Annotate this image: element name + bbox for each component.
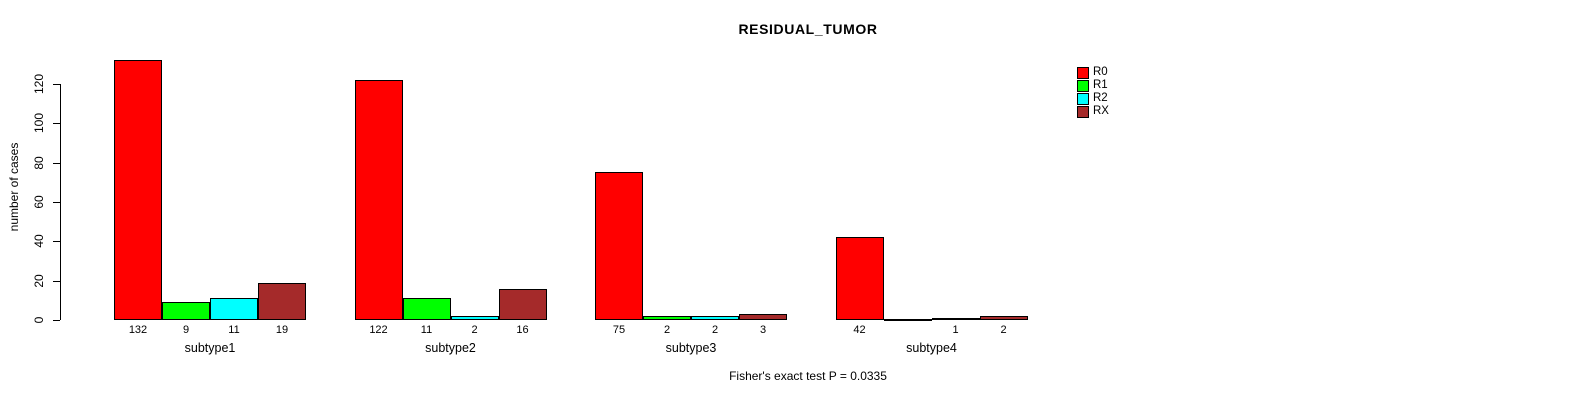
y-tick-mark	[53, 162, 60, 164]
y-tick-mark	[53, 320, 60, 321]
y-axis-line	[60, 84, 61, 320]
legend-swatch-R1	[1077, 79, 1089, 92]
bar-R0-subtype3	[595, 172, 643, 320]
legend-label-R2: R2	[1093, 92, 1108, 104]
legend-item-R0: R0	[1077, 66, 1108, 79]
legend-label-RX: RX	[1093, 105, 1109, 117]
y-tick-mark	[53, 280, 60, 282]
bar-value-label: 132	[128, 324, 148, 336]
bar-value-label: 122	[369, 324, 388, 336]
bar-value-label: 2	[1000, 324, 1007, 336]
bar-value-label: 3	[759, 324, 767, 336]
bar-value-label: 2	[663, 324, 671, 336]
y-tick-mark	[53, 84, 60, 85]
y-tick-mark	[53, 123, 60, 125]
legend-item-R1: R1	[1077, 79, 1108, 92]
legend-item-RX: RX	[1077, 105, 1109, 118]
bar-value-label: 75	[612, 324, 626, 336]
bar-RX-subtype2	[498, 289, 547, 320]
bar-R2-subtype2	[450, 316, 499, 320]
bar-R1-subtype2	[402, 298, 451, 320]
x-category-label-subtype3: subtype3	[665, 341, 717, 355]
legend-label-R0: R0	[1093, 66, 1108, 78]
bar-R1-subtype3	[643, 316, 691, 320]
legend-swatch-R0	[1077, 66, 1089, 79]
bar-value-label: 9	[182, 324, 190, 336]
legend-swatch-RX	[1077, 105, 1089, 118]
legend-swatch-R2	[1077, 92, 1089, 105]
bar-value-label: 1	[952, 324, 959, 336]
x-category-label-subtype2: subtype2	[425, 341, 476, 355]
bar-R1-subtype1	[162, 302, 210, 320]
bar-value-label: 11	[420, 324, 433, 336]
x-category-label-subtype4: subtype4	[906, 341, 957, 355]
y-tick-mark	[53, 241, 60, 243]
bar-R0-subtype4	[835, 237, 884, 320]
bar-R0-subtype2	[354, 80, 403, 320]
x-category-label-subtype1: subtype1	[184, 341, 236, 355]
bar-value-label: 42	[853, 324, 866, 336]
bar-value-label: 2	[711, 324, 719, 336]
bar-value-label: 2	[471, 324, 478, 336]
bar-R1-subtype4	[883, 319, 932, 321]
y-tick-mark	[53, 202, 60, 203]
fisher-test-annotation: Fisher's exact test P = 0.0335	[729, 369, 887, 383]
bar-R2-subtype1	[210, 298, 258, 320]
bar-R2-subtype4	[931, 318, 980, 320]
legend-label-R1: R1	[1093, 79, 1108, 91]
bar-R0-subtype1	[114, 60, 162, 320]
bar-RX-subtype3	[739, 314, 787, 320]
bar-value-label: 16	[516, 324, 529, 336]
bar-RX-subtype1	[258, 283, 306, 320]
bar-value-label: 11	[228, 324, 240, 336]
bar-RX-subtype4	[979, 316, 1028, 320]
legend-item-R2: R2	[1077, 92, 1108, 105]
chart-title: RESIDUAL_TUMOR	[738, 21, 878, 37]
bar-value-label: 19	[275, 324, 289, 336]
bar-R2-subtype3	[691, 316, 739, 320]
